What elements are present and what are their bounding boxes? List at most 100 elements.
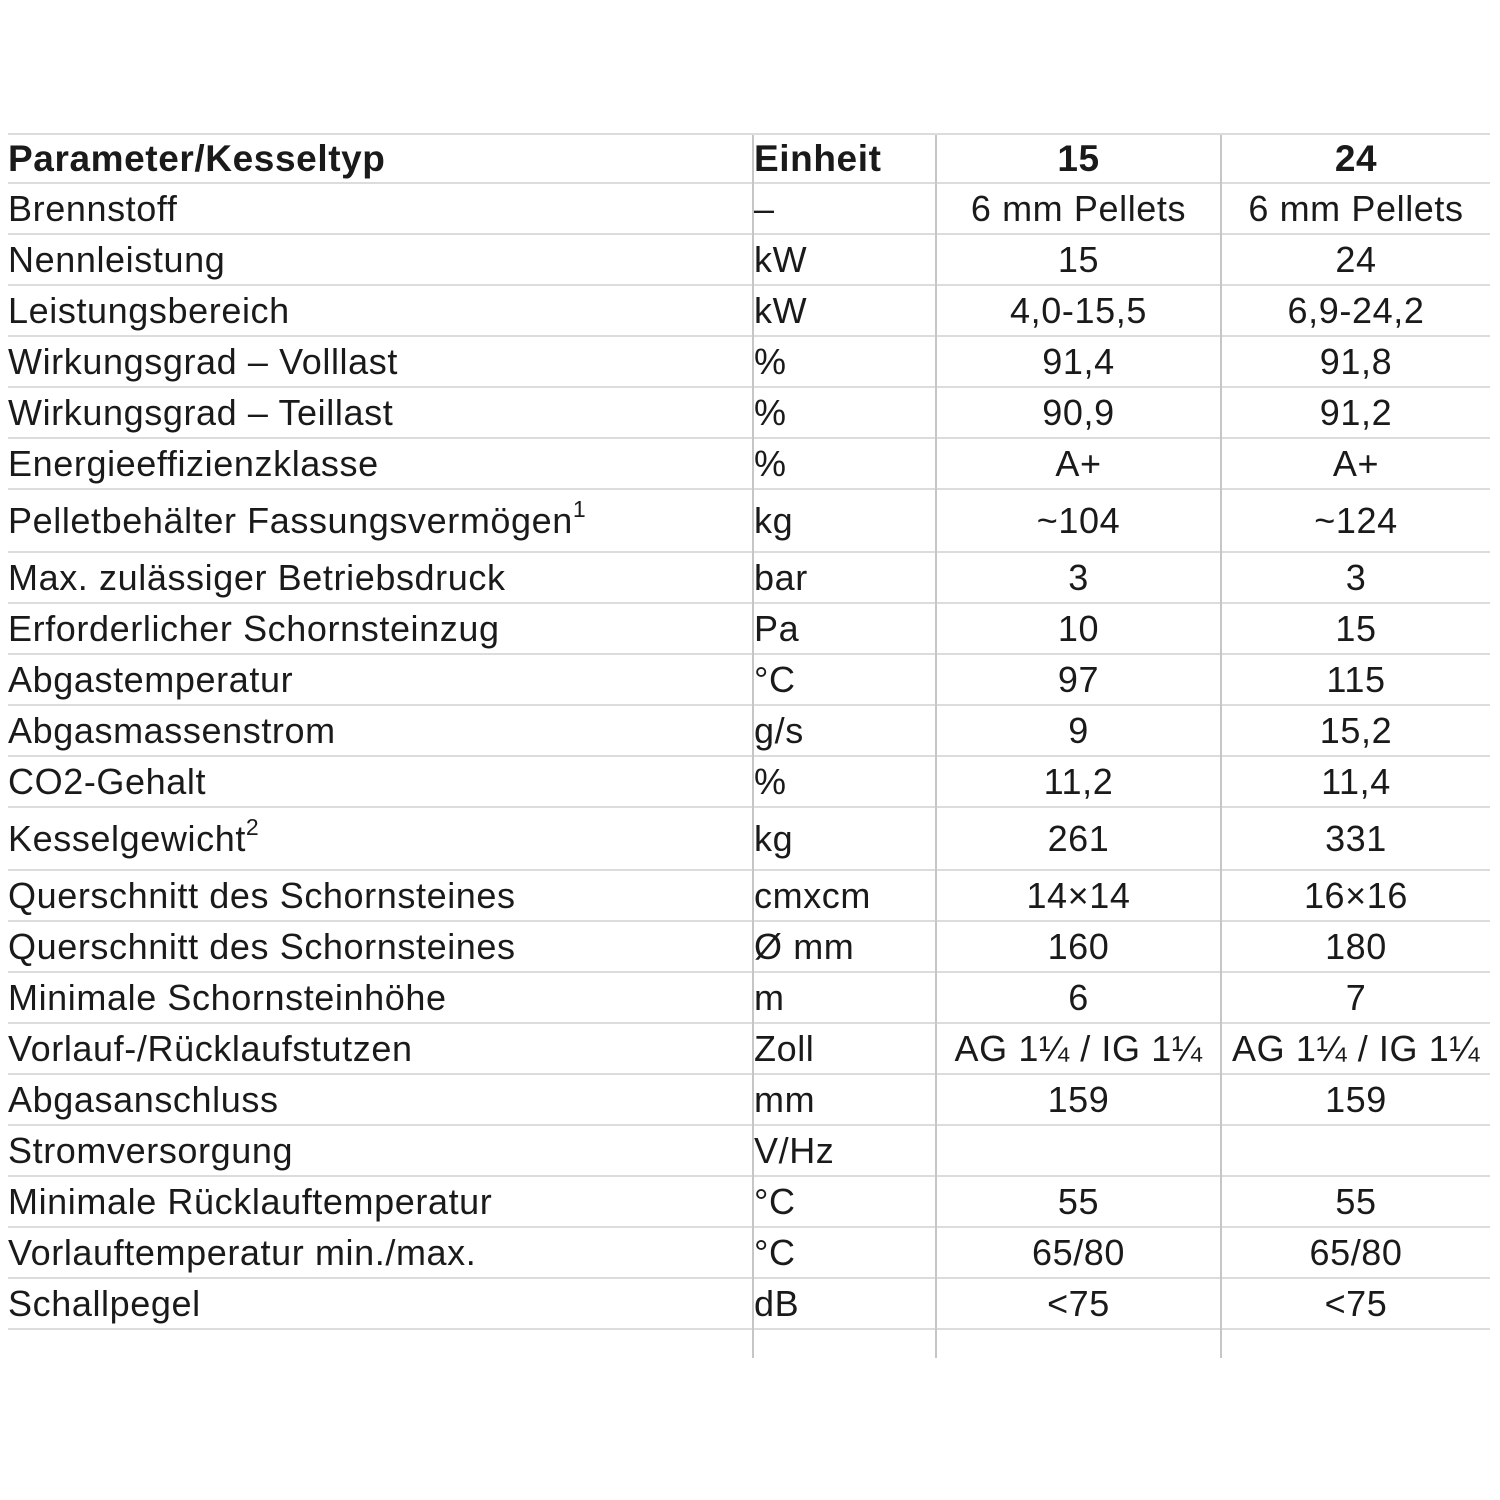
param-label: Nennleistung <box>8 238 226 280</box>
param-cell: Pelletbehälter Fassungsvermögen1 <box>8 488 753 552</box>
unit-cell: kW <box>752 284 936 336</box>
unit-cell: °C <box>752 1226 936 1278</box>
table-row-pelletbehaelter: Pelletbehälter Fassungsvermögen1 kg ~104… <box>8 488 1490 552</box>
value-15-cell: 159 <box>935 1073 1221 1125</box>
value-24-cell: 24 <box>1220 233 1490 285</box>
table-row-schornsteinhoehe: Minimale Schornsteinhöhe m 6 7 <box>8 971 1490 1023</box>
value-24-cell: 159 <box>1220 1073 1490 1125</box>
value-15-cell <box>935 1124 1221 1176</box>
param-label: CO2-Gehalt <box>8 760 207 802</box>
param-label: Querschnitt des Schornsteines <box>8 925 516 967</box>
unit-cell: Ø mm <box>752 920 936 972</box>
param-cell: Wirkungsgrad – Volllast <box>8 335 753 387</box>
value-15-cell: 14×14 <box>935 869 1221 921</box>
unit-cell: % <box>752 755 936 807</box>
param-cell: Vorlauf-/Rücklaufstutzen <box>8 1022 753 1074</box>
param-cell: Schallpegel <box>8 1277 753 1329</box>
value-24-cell: 65/80 <box>1220 1226 1490 1278</box>
value-24-cell: 55 <box>1220 1175 1490 1227</box>
unit-cell: % <box>752 335 936 387</box>
param-label: Brennstoff <box>8 187 178 229</box>
param-label: Abgasanschluss <box>8 1078 279 1120</box>
value-15-cell: 10 <box>935 602 1221 654</box>
unit-cell: m <box>752 971 936 1023</box>
param-cell <box>8 1328 753 1358</box>
value-15-cell: 65/80 <box>935 1226 1221 1278</box>
table-row-ruecklauftemperatur: Minimale Rücklauftemperatur °C 55 55 <box>8 1175 1490 1227</box>
value-24-cell: 331 <box>1220 806 1490 870</box>
table-row-nennleistung: Nennleistung kW 15 24 <box>8 233 1490 285</box>
table-row-brennstoff: Brennstoff – 6 mm Pellets 6 mm Pellets <box>8 182 1490 234</box>
param-cell: Erforderlicher Schornsteinzug <box>8 602 753 654</box>
param-cell: CO2-Gehalt <box>8 755 753 807</box>
value-24-cell: 15 <box>1220 602 1490 654</box>
table-row-schallpegel: Schallpegel dB <75 <75 <box>8 1277 1490 1329</box>
param-cell: Querschnitt des Schornsteines <box>8 920 753 972</box>
table-row-stromversorgung: Stromversorgung V/Hz <box>8 1124 1490 1176</box>
table-row-stutzen: Vorlauf-/Rücklaufstutzen Zoll AG 1¼ / IG… <box>8 1022 1490 1074</box>
param-label: Wirkungsgrad – Volllast <box>8 340 398 382</box>
header-model-24: 24 <box>1220 133 1490 183</box>
unit-cell: – <box>752 182 936 234</box>
value-15-cell: 97 <box>935 653 1221 705</box>
param-label: Max. zulässiger Betriebsdruck <box>8 556 506 598</box>
param-cell: Vorlauftemperatur min./max. <box>8 1226 753 1278</box>
param-label: Wirkungsgrad – Teillast <box>8 391 394 433</box>
header-parameter: Parameter/Kesseltyp <box>8 133 753 183</box>
unit-cell: mm <box>752 1073 936 1125</box>
value-24-cell: 11,4 <box>1220 755 1490 807</box>
value-15-cell: 11,2 <box>935 755 1221 807</box>
value-15-cell: 261 <box>935 806 1221 870</box>
value-15-cell: 160 <box>935 920 1221 972</box>
value-15-cell: A+ <box>935 437 1221 489</box>
value-15-cell: 55 <box>935 1175 1221 1227</box>
table-row-querschnitt-cm: Querschnitt des Schornsteines cmxcm 14×1… <box>8 869 1490 921</box>
param-cell: Energieeffizienzklasse <box>8 437 753 489</box>
param-label: Abgastemperatur <box>8 658 294 700</box>
footnote-marker: 1 <box>572 495 586 522</box>
param-label: Energieeffizienzklasse <box>8 442 379 484</box>
table-row-wirkungsgrad-teillast: Wirkungsgrad – Teillast % 90,9 91,2 <box>8 386 1490 438</box>
param-cell: Abgastemperatur <box>8 653 753 705</box>
value-15-cell: 6 <box>935 971 1221 1023</box>
value-24-cell: 15,2 <box>1220 704 1490 756</box>
unit-cell: V/Hz <box>752 1124 936 1176</box>
unit-cell: cmxcm <box>752 869 936 921</box>
unit-cell: kW <box>752 233 936 285</box>
param-cell: Leistungsbereich <box>8 284 753 336</box>
param-cell: Stromversorgung <box>8 1124 753 1176</box>
table-row-abgastemperatur: Abgastemperatur °C 97 115 <box>8 653 1490 705</box>
param-cell: Abgasanschluss <box>8 1073 753 1125</box>
value-15-cell: 9 <box>935 704 1221 756</box>
value-24-cell <box>1220 1124 1490 1176</box>
param-label: Minimale Rücklauftemperatur <box>8 1180 493 1222</box>
value-24-cell <box>1220 1328 1490 1358</box>
unit-cell: Zoll <box>752 1022 936 1074</box>
table-row-co2-gehalt: CO2-Gehalt % 11,2 11,4 <box>8 755 1490 807</box>
param-label: Schallpegel <box>8 1282 201 1324</box>
table-row-empty <box>8 1328 1490 1358</box>
param-label: Leistungsbereich <box>8 289 290 331</box>
unit-cell <box>752 1328 936 1358</box>
value-24-cell: ~124 <box>1220 488 1490 552</box>
unit-cell: °C <box>752 653 936 705</box>
value-15-cell: ~104 <box>935 488 1221 552</box>
value-15-cell: <75 <box>935 1277 1221 1329</box>
value-24-cell: 180 <box>1220 920 1490 972</box>
param-cell: Max. zulässiger Betriebsdruck <box>8 551 753 603</box>
value-15-cell: 15 <box>935 233 1221 285</box>
value-24-cell: 6 mm Pellets <box>1220 182 1490 234</box>
param-cell: Querschnitt des Schornsteines <box>8 869 753 921</box>
param-cell: Brennstoff <box>8 182 753 234</box>
param-cell: Minimale Schornsteinhöhe <box>8 971 753 1023</box>
table-row-betriebsdruck: Max. zulässiger Betriebsdruck bar 3 3 <box>8 551 1490 603</box>
header-einheit: Einheit <box>752 133 936 183</box>
table-row-leistungsbereich: Leistungsbereich kW 4,0-15,5 6,9-24,2 <box>8 284 1490 336</box>
spec-table: Parameter/Kesseltyp Einheit 15 24 Brenns… <box>8 133 1490 1358</box>
value-24-cell: 115 <box>1220 653 1490 705</box>
param-cell: Minimale Rücklauftemperatur <box>8 1175 753 1227</box>
param-label: Kesselgewicht <box>8 817 246 859</box>
value-24-cell: 6,9-24,2 <box>1220 284 1490 336</box>
unit-cell: Pa <box>752 602 936 654</box>
